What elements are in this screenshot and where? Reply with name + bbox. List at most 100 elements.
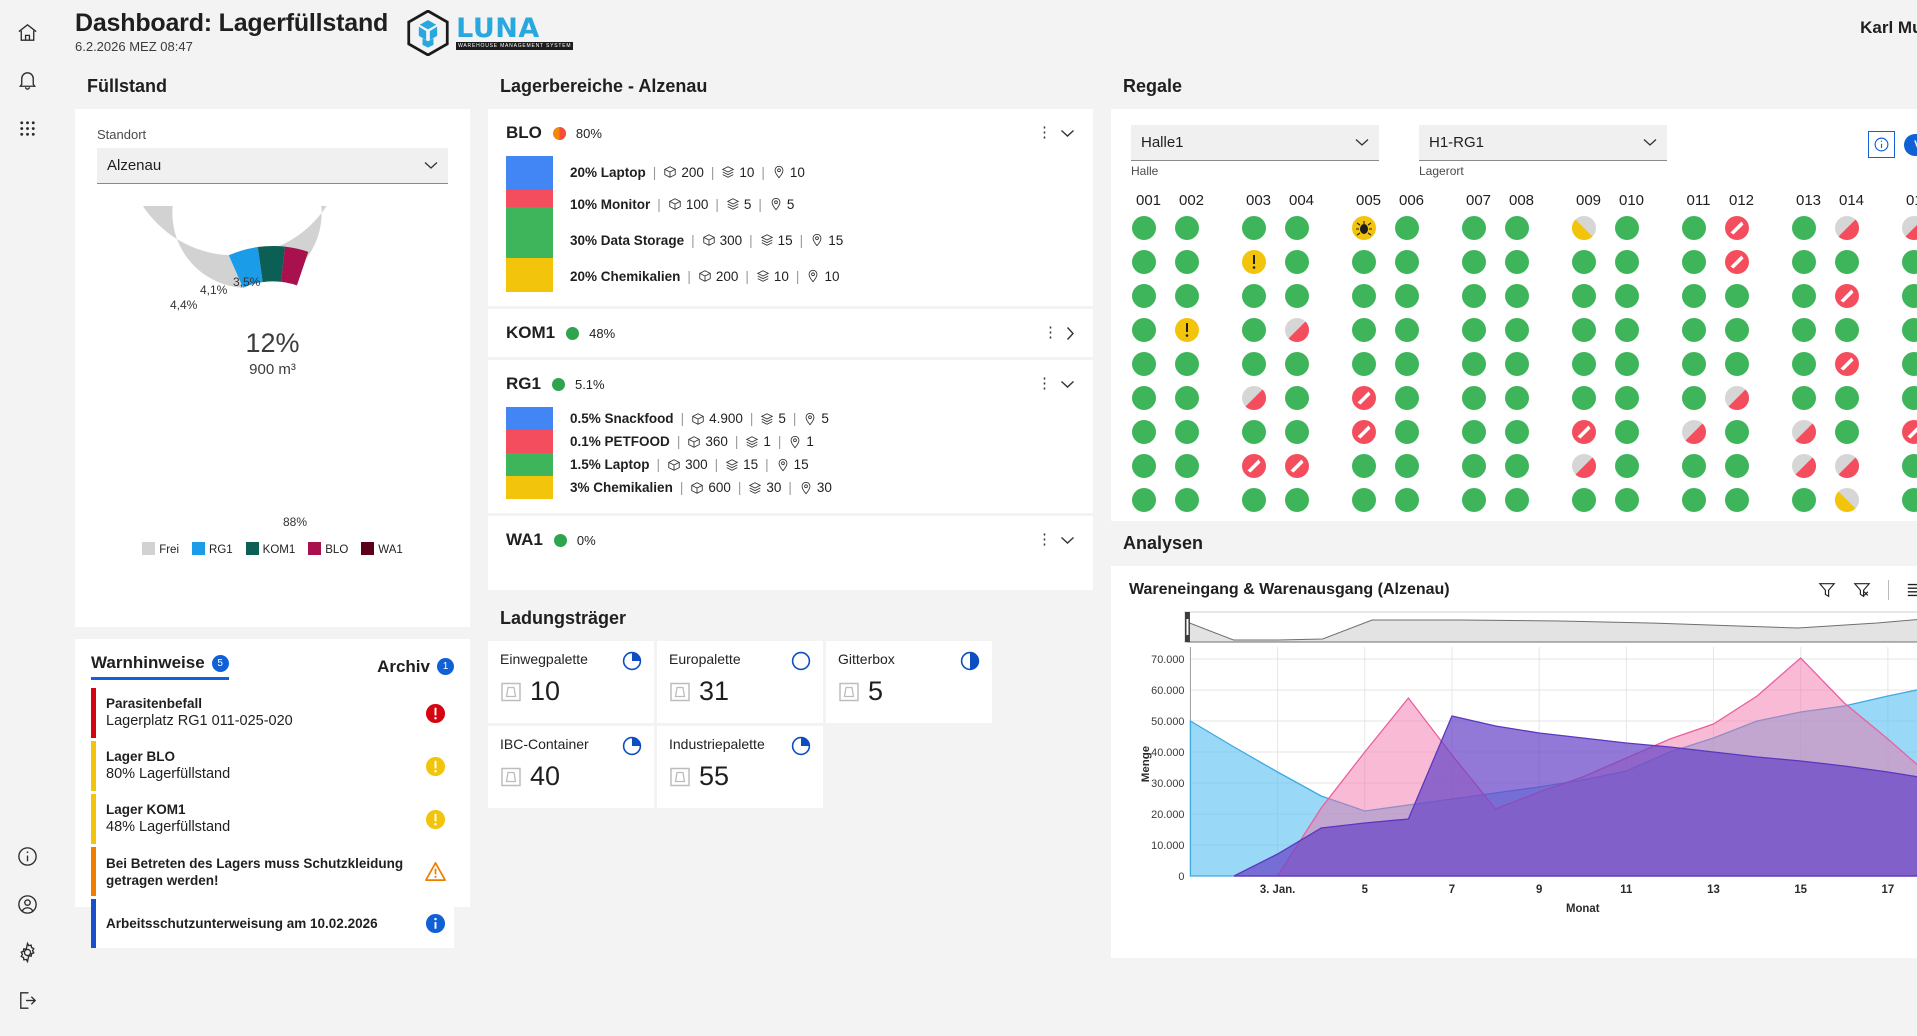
rack-cell[interactable] [1351,249,1386,277]
cell-free-icon[interactable] [1394,351,1420,377]
rack-cell[interactable] [1834,419,1869,447]
cell-free-icon[interactable] [1174,283,1200,309]
chevron-down-icon[interactable] [1060,129,1075,138]
ladungstraeger-card[interactable]: Einwegpalette 10 [488,641,654,723]
rack-cell[interactable] [1681,317,1716,345]
cell-free-icon[interactable] [1461,453,1487,479]
rack-cell[interactable] [1461,385,1496,413]
rack-cell[interactable] [1241,419,1276,447]
rack-cell[interactable] [1131,487,1166,515]
rack-cell[interactable] [1724,215,1759,243]
rack-cell[interactable] [1394,487,1429,515]
cell-free-icon[interactable] [1284,487,1310,513]
rack-cell[interactable] [1724,453,1759,481]
rack-cell[interactable] [1174,351,1209,379]
rack-cell[interactable] [1394,283,1429,311]
rack-cell[interactable] [1571,487,1606,515]
rack-cell[interactable] [1791,351,1826,379]
rack-cell[interactable] [1461,283,1496,311]
cell-free-icon[interactable] [1461,487,1487,513]
cell-free-icon[interactable] [1131,215,1157,241]
cell-free-icon[interactable] [1461,419,1487,445]
rack-cell[interactable] [1834,453,1869,481]
rack-cell[interactable] [1834,487,1869,515]
rack-cell[interactable] [1394,453,1429,481]
cell-partial-warning-icon[interactable] [1571,215,1597,241]
cell-free-icon[interactable] [1174,249,1200,275]
cell-free-icon[interactable] [1504,453,1530,479]
cell-blocked-icon[interactable] [1284,453,1310,479]
rack-cell[interactable] [1834,317,1869,345]
cell-blocked-icon[interactable] [1834,283,1860,309]
cell-free-icon[interactable] [1351,487,1377,513]
rack-cell[interactable] [1504,385,1539,413]
rack-cell[interactable] [1724,351,1759,379]
cell-free-icon[interactable] [1394,283,1420,309]
cell-free-icon[interactable] [1901,453,1917,479]
cell-partial-blocked-icon[interactable] [1901,215,1917,241]
rack-cell[interactable] [1571,283,1606,311]
cell-free-icon[interactable] [1174,215,1200,241]
cell-warning-icon[interactable] [1174,317,1200,343]
rack-cell[interactable] [1901,419,1917,447]
cell-free-icon[interactable] [1901,283,1917,309]
cell-free-icon[interactable] [1724,487,1750,513]
rack-cell[interactable] [1504,249,1539,277]
lagerbereich-header[interactable]: BLO 80% ⋮ [506,123,1075,143]
cell-blocked-icon[interactable] [1901,419,1917,445]
cell-free-icon[interactable] [1351,249,1377,275]
rack-cell[interactable] [1571,215,1606,243]
rack-cell[interactable] [1724,385,1759,413]
cell-free-icon[interactable] [1131,249,1157,275]
cell-free-icon[interactable] [1614,249,1640,275]
rack-cell[interactable] [1284,249,1319,277]
tab-warnhinweise[interactable]: Warnhinweise 5 [91,653,229,680]
range-selector[interactable] [1184,610,1917,644]
rack-cell[interactable] [1791,283,1826,311]
rack-cell[interactable] [1504,283,1539,311]
user-info[interactable]: Karl Mustermann Leistand [1860,8,1917,55]
cell-free-icon[interactable] [1241,419,1267,445]
rack-cell[interactable] [1834,249,1869,277]
rack-cell[interactable] [1681,453,1716,481]
cell-free-icon[interactable] [1131,351,1157,377]
rack-cell[interactable] [1241,351,1276,379]
rack-cell[interactable] [1131,317,1166,345]
rack-cell[interactable] [1351,351,1386,379]
rack-cell[interactable] [1174,453,1209,481]
cell-free-icon[interactable] [1131,385,1157,411]
rack-cell[interactable] [1724,283,1759,311]
rack-cell[interactable] [1724,487,1759,515]
cell-free-icon[interactable] [1504,283,1530,309]
cell-free-icon[interactable] [1394,385,1420,411]
kebab-icon[interactable]: ⋮ [1037,375,1052,392]
ladungstraeger-card[interactable]: Industriepalette 55 [657,726,823,808]
cell-free-icon[interactable] [1791,215,1817,241]
halle-select[interactable]: Halle1 [1131,125,1379,161]
bell-icon[interactable] [6,58,50,102]
rack-cell[interactable] [1394,419,1429,447]
cell-blocked-icon[interactable] [1351,419,1377,445]
rack-cell[interactable] [1571,317,1606,345]
rack-cell[interactable] [1901,317,1917,345]
rack-cell[interactable] [1614,487,1649,515]
rack-cell[interactable] [1284,283,1319,311]
rack-cell[interactable] [1131,419,1166,447]
rack-cell[interactable] [1174,283,1209,311]
cell-free-icon[interactable] [1791,249,1817,275]
rack-cell[interactable] [1614,249,1649,277]
rack-cell[interactable] [1241,215,1276,243]
rack-cell[interactable] [1284,351,1319,379]
rack-cell[interactable] [1351,385,1386,413]
kebab-icon[interactable]: ⋮ [1037,124,1052,141]
kebab-icon[interactable]: ⋮ [1037,531,1052,548]
cell-warning-icon[interactable] [1241,249,1267,275]
ladungstraeger-card[interactable]: Gitterbox 5 [826,641,992,723]
cell-free-icon[interactable] [1351,351,1377,377]
cell-free-icon[interactable] [1614,419,1640,445]
rack-cell[interactable] [1834,283,1869,311]
rack-cell[interactable] [1174,385,1209,413]
cell-blocked-icon[interactable] [1571,419,1597,445]
cell-free-icon[interactable] [1174,351,1200,377]
ladungstraeger-card[interactable]: Europalette 31 [657,641,823,723]
